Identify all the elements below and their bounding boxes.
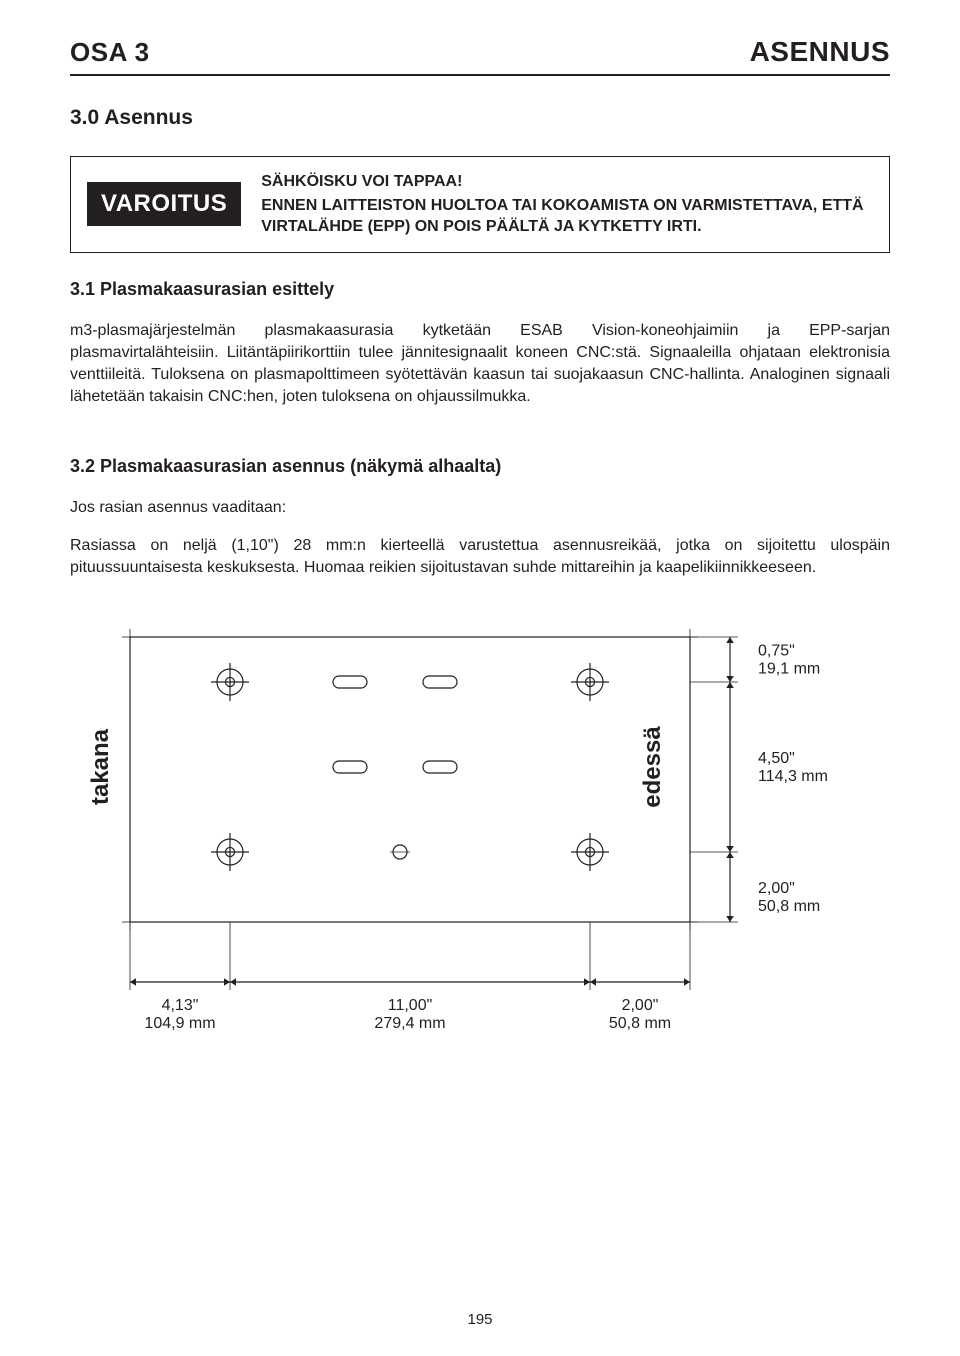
section-3-2-heading: 3.2 Plasmakaasurasian asennus (näkymä al…	[70, 456, 890, 477]
svg-text:edessä: edessä	[639, 726, 666, 808]
header-right: ASENNUS	[750, 36, 890, 68]
section-3-1-body: m3-plasmajärjestelmän plasmakaasurasia k…	[70, 320, 890, 408]
svg-text:4,50": 4,50"	[758, 750, 795, 767]
section-3-2-body: Rasiassa on neljä (1,10") 28 mm:n kierte…	[70, 535, 890, 579]
warning-badge: VAROITUS	[87, 182, 241, 226]
header-rule	[70, 74, 890, 76]
svg-text:2,00": 2,00"	[758, 880, 795, 897]
svg-text:11,00": 11,00"	[388, 997, 433, 1014]
svg-text:279,4 mm: 279,4 mm	[374, 1015, 445, 1032]
svg-text:50,8 mm: 50,8 mm	[609, 1015, 671, 1032]
warning-line1: SÄHKÖISKU VOI TAPPAA!	[261, 171, 871, 193]
warning-text: SÄHKÖISKU VOI TAPPAA! ENNEN LAITTEISTON …	[261, 171, 871, 238]
page-header: OSA 3 ASENNUS	[70, 36, 890, 68]
section-3-1-heading: 3.1 Plasmakaasurasian esittely	[70, 279, 890, 300]
section-3-2-intro: Jos rasian asennus vaaditaan:	[70, 497, 890, 519]
svg-text:104,9 mm: 104,9 mm	[144, 1015, 215, 1032]
svg-text:2,00": 2,00"	[622, 997, 659, 1014]
warning-line2: ENNEN LAITTEISTON HUOLTOA TAI KOKOAMISTA…	[261, 195, 871, 238]
warning-box: VAROITUS SÄHKÖISKU VOI TAPPAA! ENNEN LAI…	[70, 156, 890, 253]
svg-text:0,75": 0,75"	[758, 643, 795, 660]
page-number: 195	[0, 1311, 960, 1328]
section-3-0-title: 3.0 Asennus	[70, 106, 890, 130]
svg-text:takana: takana	[87, 729, 114, 806]
mounting-diagram-svg: 0,75"19,1 mm4,50"114,3 mm2,00"50,8 mm4,1…	[70, 617, 890, 1037]
header-left: OSA 3	[70, 37, 150, 68]
svg-text:4,13": 4,13"	[162, 997, 199, 1014]
svg-text:19,1 mm: 19,1 mm	[758, 661, 820, 678]
svg-text:114,3 mm: 114,3 mm	[758, 768, 828, 785]
svg-text:50,8 mm: 50,8 mm	[758, 898, 820, 915]
mounting-diagram: 0,75"19,1 mm4,50"114,3 mm2,00"50,8 mm4,1…	[70, 617, 890, 1037]
